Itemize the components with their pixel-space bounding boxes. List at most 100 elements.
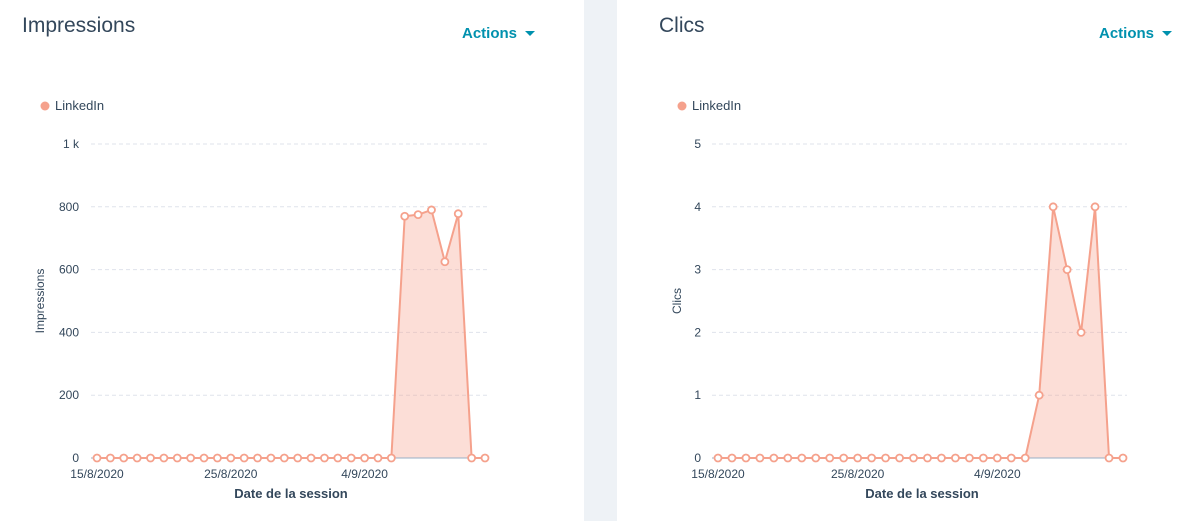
y-tick-label: 3 (694, 263, 701, 277)
y-tick-label: 0 (694, 451, 701, 465)
x-axis-label: Date de la session (865, 486, 978, 501)
y-tick-label: 1 k (63, 137, 80, 151)
data-point (769, 453, 779, 463)
data-point (159, 453, 169, 463)
data-point (825, 453, 835, 463)
impressions-actions-label: Actions (462, 25, 518, 42)
data-point (881, 453, 890, 463)
x-axis-label: Date de la session (234, 486, 347, 501)
caret-down-icon (1162, 31, 1173, 36)
data-point (741, 453, 751, 463)
y-tick-label: 5 (694, 137, 701, 151)
data-point (333, 453, 343, 463)
data-point (172, 453, 182, 463)
x-tick-label: 4/9/2020 (341, 467, 388, 481)
clics-card-title: Clics (659, 14, 705, 37)
impressions-card-title: Impressions (22, 14, 136, 37)
impressions-actions-button[interactable]: Actions (462, 25, 536, 42)
data-point (480, 453, 490, 463)
data-point (937, 453, 946, 463)
x-tick-label: 25/8/2020 (204, 467, 258, 481)
legend-dot (677, 101, 687, 111)
data-point (964, 453, 974, 463)
y-tick-label: 800 (59, 200, 79, 214)
clics-actions-label: Actions (1099, 25, 1155, 42)
data-point (226, 453, 236, 463)
y-axis-label: Impressions (33, 269, 47, 334)
data-point (146, 453, 155, 463)
data-point (427, 205, 436, 215)
y-axis-label: Clics (670, 288, 684, 314)
x-tick-label: 25/8/2020 (831, 467, 885, 481)
data-point (797, 453, 807, 463)
data-point (1034, 390, 1044, 400)
series-area (718, 206, 1123, 458)
series-area (97, 209, 485, 458)
data-point (199, 453, 209, 463)
data-point (978, 453, 988, 463)
data-point (713, 453, 723, 463)
data-point (239, 453, 249, 463)
data-point (853, 453, 863, 463)
data-point (1020, 453, 1030, 463)
data-point (839, 453, 849, 463)
data-point (867, 453, 877, 463)
x-tick-label: 4/9/2020 (974, 467, 1021, 481)
y-tick-label: 400 (59, 325, 79, 339)
y-tick-label: 200 (59, 388, 79, 402)
data-point (320, 453, 329, 463)
data-point (413, 210, 423, 220)
data-point (213, 453, 222, 463)
data-point (105, 453, 115, 463)
data-point (453, 209, 463, 219)
data-point (755, 453, 765, 463)
data-point (92, 453, 102, 463)
data-point (811, 453, 821, 463)
data-point (909, 453, 918, 463)
legend-label: LinkedIn (55, 98, 104, 113)
y-tick-label: 1 (694, 388, 701, 402)
data-point (923, 453, 932, 463)
data-point (1048, 202, 1058, 212)
data-point (467, 453, 477, 463)
y-tick-label: 4 (694, 200, 701, 214)
data-point (895, 453, 904, 463)
data-point (727, 453, 737, 463)
clics-card: Clics Actions LinkedIn 0 1 2 3 4 5 Clics 15/8/20… (617, 0, 1200, 521)
data-point (132, 453, 142, 463)
data-point (951, 453, 960, 463)
impressions-chart: LinkedIn 0 200 400 600 800 1 k Impressions 15/8/… (33, 98, 490, 501)
clics-chart: LinkedIn 0 1 2 3 4 5 Clics 15/8/2020 25/8/2020 4/9… (670, 98, 1128, 501)
data-point (346, 453, 356, 463)
data-point (119, 453, 129, 463)
caret-down-icon (525, 31, 536, 36)
data-point (992, 453, 1002, 463)
data-point (1076, 327, 1086, 337)
data-point (1006, 453, 1016, 463)
x-tick-label: 15/8/2020 (691, 467, 745, 481)
data-point (360, 453, 369, 463)
data-point (1118, 453, 1128, 463)
data-point (279, 453, 289, 463)
data-point (186, 453, 196, 463)
data-point (253, 453, 262, 463)
data-point (373, 453, 383, 463)
x-tick-label: 15/8/2020 (70, 467, 124, 481)
legend-label: LinkedIn (692, 98, 741, 113)
data-point (400, 211, 410, 221)
clics-actions-button[interactable]: Actions (1099, 25, 1173, 42)
impressions-card: Impressions Actions LinkedIn 0 200 400 600 80… (0, 0, 584, 521)
data-point (440, 257, 450, 267)
data-point (293, 453, 303, 463)
data-point (1062, 265, 1072, 275)
y-tick-label: 0 (72, 451, 79, 465)
data-point (266, 453, 276, 463)
data-point (306, 453, 316, 463)
y-tick-label: 600 (59, 263, 79, 277)
data-point (783, 453, 793, 463)
data-point (1090, 202, 1100, 212)
data-point (386, 453, 396, 463)
data-point (1104, 453, 1114, 463)
y-tick-label: 2 (694, 325, 701, 339)
legend-dot (40, 101, 50, 111)
